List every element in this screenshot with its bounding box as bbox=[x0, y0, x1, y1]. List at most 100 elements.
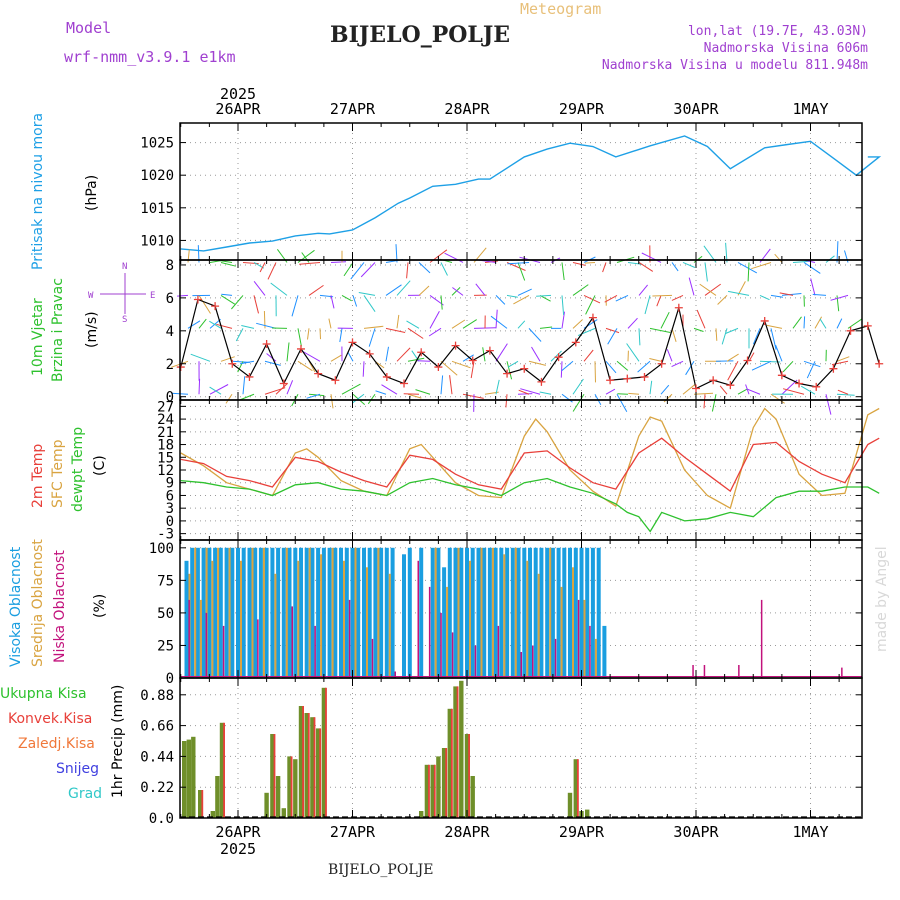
wind-arrow bbox=[572, 319, 583, 329]
wind-arrow bbox=[830, 294, 849, 301]
precip-conv-bar bbox=[325, 687, 327, 818]
wind-arrow bbox=[367, 393, 376, 405]
wind-arrow bbox=[725, 242, 728, 263]
wind-arrow bbox=[231, 295, 244, 310]
precip-conv-bar bbox=[201, 790, 204, 818]
wind-arrow bbox=[728, 290, 750, 296]
wind-arrow bbox=[626, 343, 640, 362]
cloud-bar bbox=[201, 547, 206, 678]
wind-speed-marker bbox=[795, 379, 804, 388]
wind-speed-marker bbox=[296, 344, 305, 353]
wind-arrow bbox=[810, 278, 816, 296]
cloud-bar bbox=[299, 547, 303, 678]
sfc-temp-line bbox=[180, 407, 880, 510]
precip-total-bar bbox=[441, 748, 447, 818]
cloud-bar bbox=[430, 547, 435, 678]
bottom-year-label: 2025 bbox=[220, 840, 256, 858]
precip-total-bar bbox=[281, 808, 286, 818]
cloud-bar bbox=[366, 567, 368, 678]
wind-arrow bbox=[649, 358, 662, 362]
cloud-bar bbox=[510, 547, 515, 678]
wind-arrow bbox=[561, 295, 565, 315]
y-tick-label: 0.66 bbox=[140, 719, 174, 735]
wind-arrow bbox=[270, 282, 288, 296]
cloud-bar bbox=[487, 547, 492, 678]
wind-arrow bbox=[428, 327, 442, 337]
wind-arrow bbox=[792, 316, 802, 329]
wind-arrow bbox=[301, 252, 310, 263]
cloud-bar bbox=[339, 547, 343, 678]
wind-arrow bbox=[517, 288, 532, 296]
cloud-bar bbox=[428, 586, 431, 678]
wind-arrow bbox=[347, 352, 354, 362]
cloud-bar bbox=[257, 619, 259, 678]
cloud-bar bbox=[447, 547, 452, 678]
wind-arrow bbox=[759, 294, 770, 301]
wind-speed-marker bbox=[537, 377, 546, 386]
cloud-bar bbox=[348, 599, 351, 678]
wind-arrow bbox=[440, 295, 443, 310]
cloud-bar bbox=[373, 547, 378, 678]
cloud-bar bbox=[590, 547, 595, 678]
wind-arrow bbox=[652, 294, 673, 297]
wind-arrow bbox=[704, 262, 708, 282]
wind-arrow bbox=[814, 316, 823, 329]
wind-arrow bbox=[381, 384, 398, 395]
altitude-info: Nadmorska Visina 606m bbox=[703, 41, 868, 56]
cloud-bar bbox=[499, 547, 504, 678]
wind-arrow bbox=[396, 347, 411, 362]
top-day-label: 30APR bbox=[673, 100, 719, 118]
wind-arrow bbox=[506, 294, 518, 298]
precip-legend-conv: Konvek.Kisa bbox=[8, 711, 93, 727]
wind-speed-marker bbox=[760, 316, 769, 325]
model-altitude-info: Nadmorska Visina u modelu 811.948m bbox=[601, 58, 868, 73]
wind-arrow bbox=[418, 285, 430, 296]
bottom-day-label: 30APR bbox=[673, 823, 719, 841]
wind-arrow bbox=[721, 328, 728, 345]
cloud-bar bbox=[388, 573, 391, 678]
wind-arrow bbox=[239, 393, 255, 401]
wind-arrow bbox=[328, 318, 332, 329]
cloud-bar bbox=[390, 547, 395, 678]
wind-arrow bbox=[671, 360, 684, 368]
wind-arrow bbox=[363, 325, 384, 329]
cloud-bar bbox=[320, 554, 323, 678]
wind-arrow bbox=[628, 392, 640, 395]
wind-arrow bbox=[561, 311, 565, 329]
wind-arrow bbox=[812, 293, 827, 296]
wind-arrow bbox=[803, 316, 806, 329]
wind-arrow bbox=[275, 383, 288, 395]
precip-conv-bar bbox=[223, 722, 225, 818]
cloud-bar bbox=[194, 547, 197, 678]
cloud-bar bbox=[539, 547, 544, 678]
cloud-bar bbox=[442, 567, 447, 678]
cloud-bar bbox=[841, 667, 843, 678]
wind-arrow bbox=[831, 360, 849, 366]
compass-s: S bbox=[122, 315, 127, 325]
wind-arrow bbox=[462, 319, 477, 329]
wind-arrow bbox=[751, 261, 772, 270]
wind-speed-marker bbox=[279, 379, 288, 388]
cloud-bar bbox=[251, 547, 254, 678]
cloud-bar bbox=[379, 547, 384, 678]
cloud-bar bbox=[476, 547, 481, 678]
wind-arrow bbox=[638, 262, 654, 272]
wind-arrow bbox=[699, 283, 717, 296]
wind-arrow bbox=[572, 378, 584, 395]
cloud-bar bbox=[236, 547, 240, 678]
wind-arrow bbox=[429, 310, 440, 329]
wind-arrow bbox=[693, 327, 704, 332]
wind-arrow bbox=[539, 326, 553, 329]
wind-arrow bbox=[572, 284, 589, 296]
wind-arrow bbox=[350, 262, 365, 280]
wind-arrow bbox=[737, 388, 748, 395]
wind-arrow bbox=[406, 262, 409, 279]
wind-speed-marker bbox=[451, 341, 460, 350]
wind-arrow bbox=[417, 360, 431, 362]
wind-arrow bbox=[517, 262, 526, 281]
y-tick-label: 27 bbox=[157, 399, 174, 415]
y-tick-label: 0.0 bbox=[149, 811, 174, 827]
wind-arrow bbox=[616, 393, 628, 413]
wind-arrow bbox=[656, 295, 662, 307]
wind-arrow bbox=[505, 394, 508, 408]
